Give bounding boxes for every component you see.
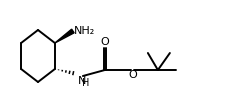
Text: H: H [82,78,90,87]
Text: N: N [78,76,86,87]
Text: NH₂: NH₂ [74,25,95,36]
Polygon shape [55,29,74,43]
Text: O: O [128,71,137,80]
Text: O: O [100,37,109,47]
